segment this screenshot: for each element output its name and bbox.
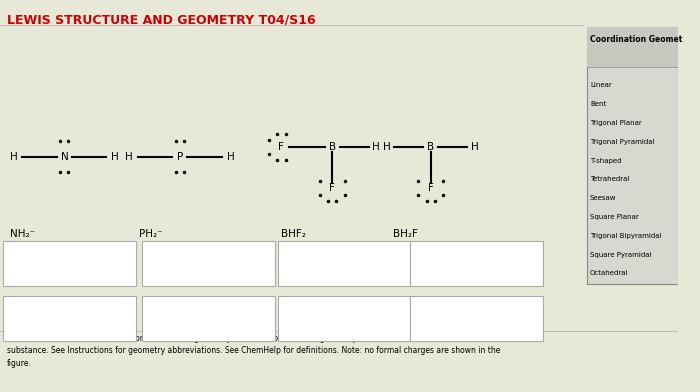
Text: H: H <box>372 142 380 152</box>
Text: H: H <box>383 142 391 152</box>
FancyBboxPatch shape <box>587 27 678 67</box>
FancyBboxPatch shape <box>410 241 542 286</box>
Text: F: F <box>428 183 433 193</box>
FancyBboxPatch shape <box>142 241 274 286</box>
Text: Bent: Bent <box>590 101 606 107</box>
Text: LEWIS STRUCTURE AND GEOMETRY T04/S16: LEWIS STRUCTURE AND GEOMETRY T04/S16 <box>7 14 316 27</box>
Text: BHF₂: BHF₂ <box>281 229 307 240</box>
Text: Seesaw: Seesaw <box>590 195 617 201</box>
Text: H: H <box>227 152 235 162</box>
Text: F: F <box>279 142 284 152</box>
Text: Square Pyramidal: Square Pyramidal <box>590 252 652 258</box>
Text: F: F <box>330 183 335 193</box>
Text: H: H <box>471 142 479 152</box>
FancyBboxPatch shape <box>278 296 410 341</box>
FancyBboxPatch shape <box>587 27 678 284</box>
Text: Trigonal Planar: Trigonal Planar <box>590 120 642 126</box>
Text: H: H <box>111 152 119 162</box>
Text: Tetrahedral: Tetrahedral <box>590 176 629 182</box>
Text: T-shaped: T-shaped <box>590 158 622 163</box>
FancyBboxPatch shape <box>4 241 136 286</box>
FancyBboxPatch shape <box>142 296 274 341</box>
Text: N: N <box>60 152 69 162</box>
Text: Square Planar: Square Planar <box>590 214 638 220</box>
Text: PH₂⁻: PH₂⁻ <box>139 229 162 240</box>
FancyBboxPatch shape <box>278 241 410 286</box>
Text: H: H <box>125 152 133 162</box>
Text: Octahedral: Octahedral <box>590 270 629 276</box>
Text: P: P <box>176 152 183 162</box>
Text: NH₂⁻: NH₂⁻ <box>10 229 35 240</box>
Text: Trigonal Pyramidal: Trigonal Pyramidal <box>590 139 655 145</box>
FancyBboxPatch shape <box>410 296 542 341</box>
Text: Coordination Geomet: Coordination Geomet <box>590 35 682 44</box>
Text: B: B <box>329 142 336 152</box>
Text: B: B <box>427 142 434 152</box>
FancyBboxPatch shape <box>4 296 136 341</box>
Text: H: H <box>10 152 18 162</box>
Text: Linear: Linear <box>590 82 612 88</box>
Text: Trigonal Bipyramidal: Trigonal Bipyramidal <box>590 233 662 239</box>
Text: BH₂F: BH₂F <box>393 229 418 240</box>
Text: Enter in order the abbreviations for the electron geometry (EG) and coordination: Enter in order the abbreviations for the… <box>7 334 500 368</box>
